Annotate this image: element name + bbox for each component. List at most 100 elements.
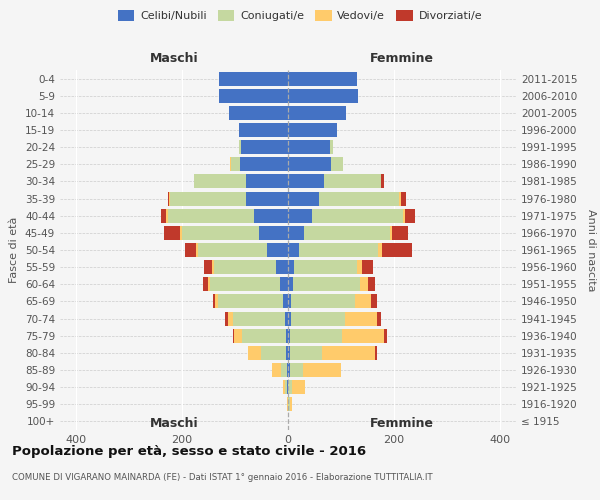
Bar <box>371 294 377 308</box>
Bar <box>355 294 371 308</box>
Bar <box>281 363 287 377</box>
Bar <box>181 226 182 240</box>
Bar <box>357 260 362 274</box>
Bar <box>169 192 170 205</box>
Bar <box>290 398 292 411</box>
Bar <box>392 226 409 240</box>
Bar <box>212 260 214 274</box>
Bar <box>259 226 288 240</box>
Bar <box>293 278 359 291</box>
Bar <box>384 328 386 342</box>
Bar <box>288 398 290 411</box>
Bar <box>362 260 373 274</box>
Text: Popolazione per età, sesso e stato civile - 2016: Popolazione per età, sesso e stato civil… <box>12 445 366 458</box>
Bar <box>277 260 288 274</box>
Legend: Celibi/Nubili, Coniugati/e, Vedovi/e, Divorziati/e: Celibi/Nubili, Coniugati/e, Vedovi/e, Di… <box>113 6 487 25</box>
Bar <box>261 346 286 360</box>
Bar <box>390 226 392 240</box>
Bar <box>290 294 355 308</box>
Text: Femmine: Femmine <box>370 417 434 430</box>
Bar <box>210 278 280 291</box>
Bar <box>288 88 358 102</box>
Bar <box>288 363 290 377</box>
Y-axis label: Fasce di età: Fasce di età <box>10 217 19 283</box>
Bar <box>290 312 345 326</box>
Bar <box>331 140 333 154</box>
Bar <box>288 208 312 222</box>
Bar <box>229 106 288 120</box>
Bar <box>378 243 382 257</box>
Bar <box>287 398 288 411</box>
Bar <box>194 174 245 188</box>
Bar <box>286 312 288 326</box>
Bar <box>182 226 259 240</box>
Bar <box>400 192 401 205</box>
Text: Femmine: Femmine <box>370 52 434 65</box>
Bar <box>241 140 288 154</box>
Bar <box>280 278 288 291</box>
Bar <box>290 328 341 342</box>
Bar <box>288 294 290 308</box>
Bar <box>196 243 198 257</box>
Bar <box>288 328 290 342</box>
Text: Maschi: Maschi <box>149 417 199 430</box>
Bar <box>288 158 331 172</box>
Bar <box>359 278 368 291</box>
Bar <box>288 174 324 188</box>
Bar <box>377 312 381 326</box>
Bar <box>204 260 212 274</box>
Bar <box>290 363 303 377</box>
Bar <box>288 243 299 257</box>
Bar <box>272 363 281 377</box>
Bar <box>283 294 288 308</box>
Bar <box>286 328 288 342</box>
Bar <box>303 363 341 377</box>
Bar <box>286 346 288 360</box>
Bar <box>288 140 331 154</box>
Bar <box>203 278 208 291</box>
Bar <box>248 346 261 360</box>
Bar <box>322 346 376 360</box>
Bar <box>288 192 319 205</box>
Bar <box>376 346 377 360</box>
Bar <box>288 312 290 326</box>
Bar <box>245 174 288 188</box>
Bar <box>166 208 167 222</box>
Bar <box>368 278 376 291</box>
Bar <box>341 328 384 342</box>
Bar <box>382 243 412 257</box>
Bar <box>299 243 378 257</box>
Bar <box>288 380 292 394</box>
Bar <box>403 208 404 222</box>
Bar <box>324 174 382 188</box>
Bar <box>286 380 287 394</box>
Text: Maschi: Maschi <box>149 52 199 65</box>
Bar <box>242 328 286 342</box>
Bar <box>288 106 346 120</box>
Bar <box>231 158 240 172</box>
Bar <box>214 260 277 274</box>
Bar <box>198 243 267 257</box>
Bar <box>167 192 169 205</box>
Bar <box>170 192 245 205</box>
Bar <box>331 158 343 172</box>
Bar <box>230 158 231 172</box>
Bar <box>345 312 377 326</box>
Bar <box>304 226 390 240</box>
Bar <box>254 208 288 222</box>
Bar <box>228 312 233 326</box>
Bar <box>319 192 400 205</box>
Text: COMUNE DI VIGARANO MAINARDA (FE) - Dati ISTAT 1° gennaio 2016 - Elaborazione TUT: COMUNE DI VIGARANO MAINARDA (FE) - Dati … <box>12 472 433 482</box>
Bar <box>226 312 228 326</box>
Bar <box>233 328 235 342</box>
Bar <box>235 328 242 342</box>
Bar <box>288 226 304 240</box>
Bar <box>290 346 322 360</box>
Bar <box>239 140 241 154</box>
Y-axis label: Anni di nascita: Anni di nascita <box>586 209 596 291</box>
Bar <box>215 294 218 308</box>
Bar <box>295 260 357 274</box>
Bar <box>288 72 357 86</box>
Bar <box>312 208 403 222</box>
Bar <box>245 192 288 205</box>
